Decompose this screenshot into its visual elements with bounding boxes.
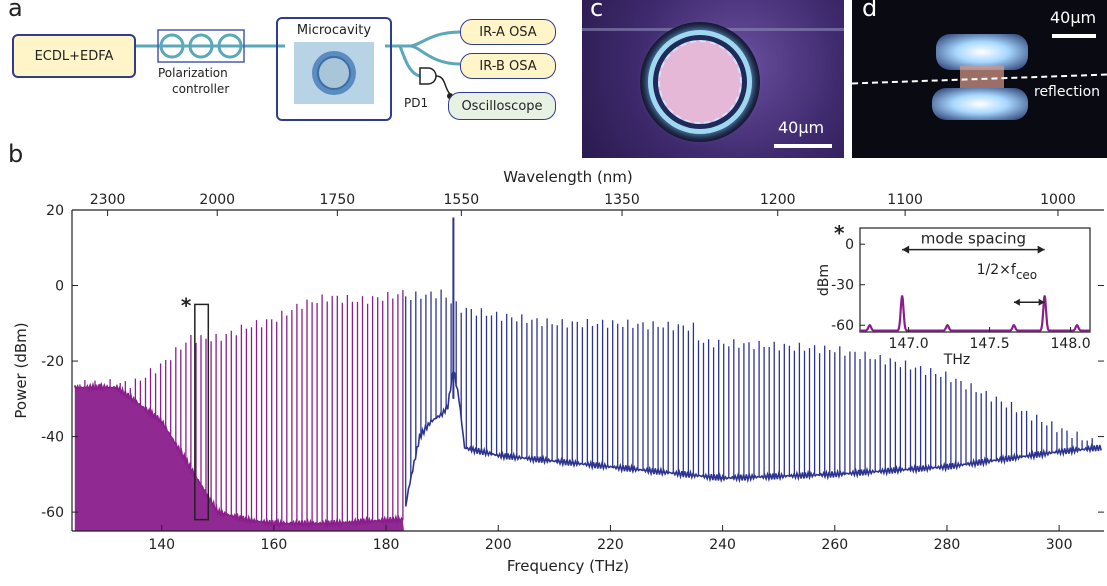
x-tick-label: 260 xyxy=(821,537,848,553)
panel-a-letter: a xyxy=(8,0,23,22)
oscilloscope-label: Oscilloscope xyxy=(461,98,543,114)
noise-floor-line-0 xyxy=(74,381,404,530)
polarization-controller xyxy=(157,29,245,63)
inset-trace xyxy=(860,295,1090,332)
noise-floor-0 xyxy=(74,384,405,531)
wavelength-tick-label: 1750 xyxy=(320,192,356,208)
cable-line xyxy=(435,75,451,95)
wavelength-tick-label: 2000 xyxy=(199,192,235,208)
controller-label: controller xyxy=(172,82,230,96)
inset-frame xyxy=(859,227,1091,333)
y-tick-label: -60 xyxy=(41,505,64,521)
panel-c-letter: c xyxy=(590,0,604,22)
reflection-label: reflection xyxy=(1034,84,1101,100)
x-tick-label: 180 xyxy=(373,537,400,553)
microcavity-box: Microcavity xyxy=(276,17,392,121)
y-tick-label: -20 xyxy=(41,354,64,370)
ir-b-osa-label: IR-B OSA xyxy=(479,58,537,74)
y-tick-label: 20 xyxy=(46,203,64,219)
ir-a-osa-label: IR-A OSA xyxy=(479,24,537,40)
microcavity-disk xyxy=(317,56,351,90)
scale-bar-d xyxy=(1052,34,1096,38)
side-view-micrograph xyxy=(852,0,1107,158)
inset-x-tick-label: 147.0 xyxy=(889,336,929,352)
y-axis-label: Power (dBm) xyxy=(12,322,30,418)
polarization-label: Polarization xyxy=(158,66,228,80)
x-tick-label: 140 xyxy=(148,537,175,553)
setup-schematic xyxy=(135,29,461,104)
zoom-star: * xyxy=(181,293,192,317)
ceo-label-subscript: ceo xyxy=(1016,268,1037,282)
top-edge-glow xyxy=(936,34,1028,70)
arrow-head-right xyxy=(1037,245,1045,254)
inset-y-tick-label: -60 xyxy=(831,318,854,334)
inset-x-tick-label: 147.5 xyxy=(970,336,1010,352)
oscilloscope-box: Oscilloscope xyxy=(448,92,556,120)
microcavity-label: Microcavity xyxy=(296,23,372,38)
inset-x-tick-label: 148.0 xyxy=(1051,336,1091,352)
ceo-arrow-head-left xyxy=(1013,298,1020,306)
scale-label-c: 40μm xyxy=(778,118,825,137)
inset-y-tick-label: -30 xyxy=(831,278,854,294)
scale-bar-c xyxy=(774,144,832,148)
pd1-label: PD1 xyxy=(404,96,429,110)
x-tick-label: 200 xyxy=(485,537,512,553)
spectrum-chart: 140 160 180 200 220 240 260 280 300200-20-40-602… xyxy=(12,168,1104,575)
y-tick-label: -40 xyxy=(41,430,64,446)
fiber-line xyxy=(409,44,461,66)
wavelength-tick-label: 2300 xyxy=(90,192,126,208)
wavelength-tick-label: 1200 xyxy=(760,192,796,208)
y-tick-label: 0 xyxy=(55,279,64,295)
wavelength-tick-label: 1100 xyxy=(887,192,923,208)
fiber-line xyxy=(409,30,461,48)
wavelength-tick-label: 1000 xyxy=(1040,192,1076,208)
x-tick-label: 300 xyxy=(1046,537,1073,553)
ir-a-osa-box: IR-A OSA xyxy=(460,19,556,45)
inset-star: * xyxy=(834,221,845,245)
ecdl-edfa-label: ECDL+EDFA xyxy=(34,48,114,64)
fiber-loop-icon xyxy=(188,33,214,59)
resonator-disk xyxy=(658,40,742,124)
fiber-loop-icon xyxy=(159,33,185,59)
mode-spacing-label: mode spacing xyxy=(921,230,1026,248)
panel-b-letter: b xyxy=(8,140,24,168)
fiber-loop-icon xyxy=(217,33,243,59)
wavelength-tick-label: 1550 xyxy=(444,192,480,208)
x-axis-label: Frequency (THz) xyxy=(507,557,629,575)
x-tick-label: 240 xyxy=(709,537,736,553)
photodetector-icon xyxy=(419,67,437,85)
bottom-edge-glow xyxy=(932,88,1028,120)
ecdl-edfa-box: ECDL+EDFA xyxy=(12,34,136,78)
arrow-head-left xyxy=(902,245,910,254)
ceo-arrow-head-right xyxy=(1038,298,1045,306)
x-tick-label: 220 xyxy=(597,537,624,553)
ir-b-osa-box: IR-B OSA xyxy=(460,53,556,79)
wavelength-axis-label: Wavelength (nm) xyxy=(503,168,633,186)
wavelength-tick-label: 1350 xyxy=(604,192,640,208)
panel-d-letter: d xyxy=(862,0,878,22)
inset-x-label: THz xyxy=(943,352,970,368)
x-tick-label: 160 xyxy=(261,537,288,553)
scale-label-d: 40μm xyxy=(1050,8,1097,27)
inset-y-tick-label: 0 xyxy=(845,237,854,253)
zoom-region-box xyxy=(194,303,210,521)
inset-y-label: dBm xyxy=(816,264,832,296)
x-tick-label: 280 xyxy=(934,537,961,553)
microcavity-micrograph xyxy=(582,0,844,158)
fiber-line xyxy=(398,45,421,78)
